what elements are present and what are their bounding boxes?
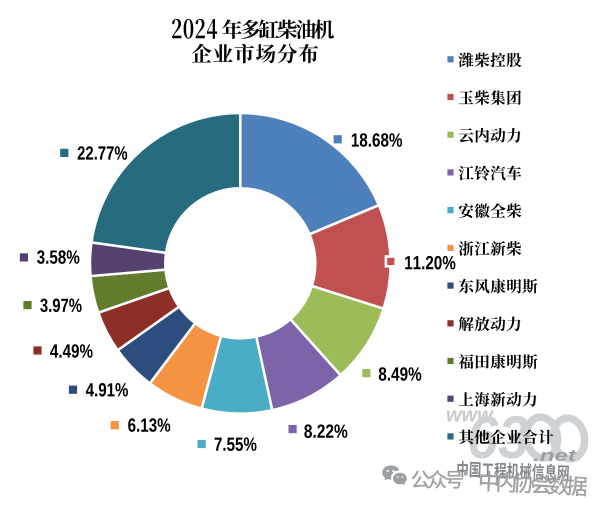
svg-text:.net: .net bbox=[533, 446, 578, 465]
svg-text:www.: www. bbox=[446, 405, 497, 427]
